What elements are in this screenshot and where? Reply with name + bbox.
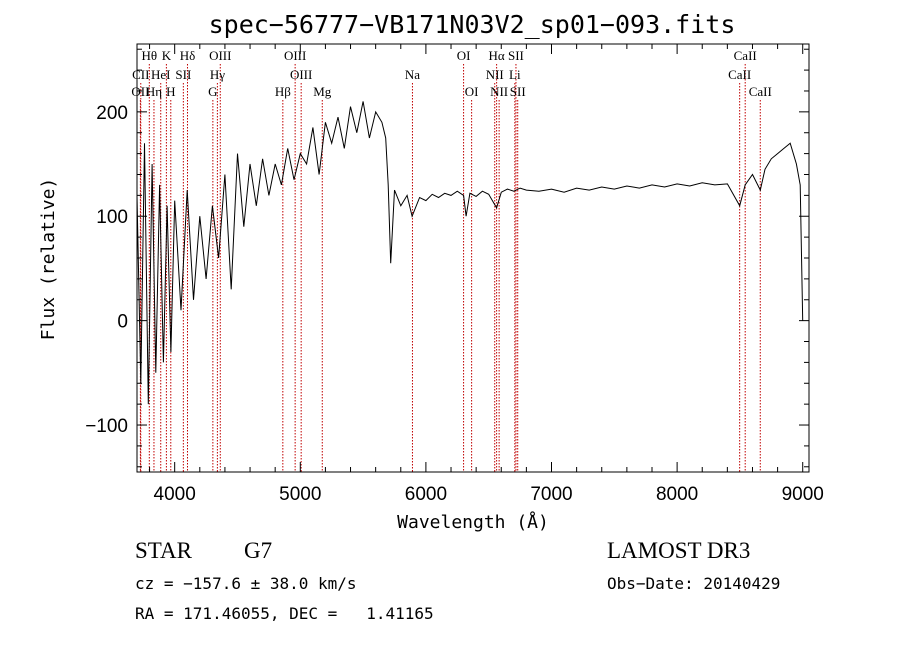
marker-label: G [208, 84, 217, 99]
marker-label: NII [490, 84, 508, 99]
x-axis-ticks: 4000 5000 6000 7000 8000 9000 [149, 44, 824, 505]
y-axis-ticks: −100 0 100 200 [85, 48, 809, 468]
marker-label: OIII [290, 67, 312, 82]
x-tick-label: 6000 [405, 484, 447, 505]
y-tick-label: 0 [117, 312, 128, 333]
marker-label: CaII [734, 48, 757, 63]
marker-label: OII [131, 84, 149, 99]
marker-label: Hη [146, 84, 162, 99]
marker-label: Li [509, 67, 521, 82]
spectrum-line [136, 101, 804, 405]
marker-label: SII [508, 48, 524, 63]
y-axis-label: Flux (relative) [38, 178, 59, 341]
x-tick-label: 5000 [279, 484, 321, 505]
marker-label: Mg [313, 84, 332, 99]
chart-title: spec−56777−VB171N03V2_sp01−093.fits [209, 10, 736, 39]
survey-name: LAMOST DR3 [607, 538, 750, 563]
plot-frame [136, 43, 810, 473]
marker-label: Na [405, 67, 420, 82]
marker-label: Hθ [141, 48, 157, 63]
y-tick-label: −100 [85, 416, 128, 437]
line-marker-lines [139, 64, 761, 472]
marker-label: NII [486, 67, 504, 82]
marker-label: HeI [151, 67, 171, 82]
marker-label: Hα [489, 48, 505, 63]
marker-label: Hβ [275, 84, 291, 99]
marker-label: K [162, 48, 172, 63]
marker-label: OIII [284, 48, 306, 63]
x-tick-label: 7000 [530, 484, 572, 505]
marker-label: CaII [728, 67, 751, 82]
y-tick-label: 100 [96, 207, 128, 228]
marker-label: Hδ [180, 48, 196, 63]
marker-label: SII [175, 67, 191, 82]
marker-label: OI [457, 48, 471, 63]
object-subclass: G7 [244, 538, 272, 563]
marker-label: Hγ [210, 67, 225, 82]
object-class: STAR [135, 538, 193, 563]
marker-label: H [166, 84, 175, 99]
x-tick-label: 8000 [656, 484, 698, 505]
y-tick-label: 200 [96, 103, 128, 124]
ra-dec: RA = 171.46055, DEC = 1.41165 [135, 604, 434, 623]
x-tick-label: 9000 [782, 484, 824, 505]
observation-date: Obs−Date: 20140429 [607, 574, 780, 593]
marker-label: SII [510, 84, 526, 99]
marker-label: OI [465, 84, 479, 99]
marker-label: OIII [209, 48, 231, 63]
redshift-cz: cz = −157.6 ± 38.0 km/s [135, 574, 357, 593]
marker-label: CaII [749, 84, 772, 99]
marker-label: CII [132, 67, 149, 82]
x-axis-label: Wavelength (Å) [397, 511, 549, 533]
x-tick-label: 4000 [154, 484, 196, 505]
